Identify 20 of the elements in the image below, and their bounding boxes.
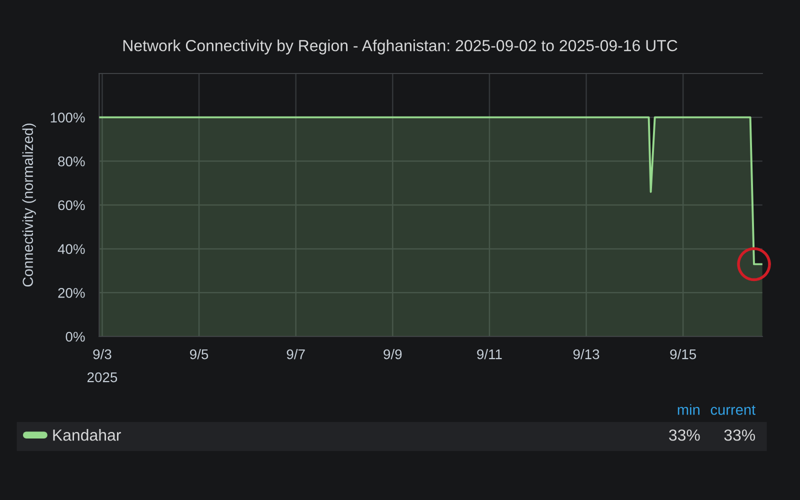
text: 33%	[669, 429, 700, 441]
x-tick-label: 9/9	[384, 349, 402, 360]
y-tick-label: 80%	[58, 156, 85, 166]
y-tick-label: 0%	[66, 332, 85, 342]
x-tick-label: 9/7	[286, 349, 305, 360]
y-axis-title: Connectivity (normalized)	[22, 124, 36, 287]
text: min	[678, 404, 700, 415]
y-tick-label: 100%	[50, 112, 85, 123]
x-tick-label: 9/5	[190, 349, 208, 360]
x-tick-label: 9/11	[477, 349, 502, 360]
text: current	[710, 405, 756, 415]
x-tick-label: 9/13	[573, 349, 600, 360]
text: 33%	[724, 429, 756, 441]
y-tick-label: 40%	[58, 244, 85, 254]
x-tick-label: 9/15	[670, 349, 696, 360]
legend-label: Kandahar	[53, 429, 121, 441]
chart-title: Network Connectivity by Region - Afghanistan: 2025-09-02 to 2025-09-16 UTC	[123, 40, 678, 54]
y-tick-label: 60%	[58, 200, 85, 210]
y-tick-label: 20%	[58, 288, 85, 298]
x-tick-label: 9/3 2025	[87, 349, 118, 382]
